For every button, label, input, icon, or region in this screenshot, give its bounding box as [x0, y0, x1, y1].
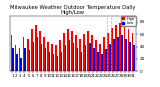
Title: Milwaukee Weather Outdoor Temperature Daily High/Low: Milwaukee Weather Outdoor Temperature Da… [10, 5, 136, 15]
Bar [128, 29, 129, 71]
Bar [105, 49, 107, 71]
Bar [89, 43, 91, 71]
Bar [31, 29, 32, 71]
Bar [97, 52, 99, 71]
Bar [11, 35, 12, 71]
Bar [43, 37, 45, 71]
Bar [23, 37, 24, 71]
Bar [99, 44, 101, 71]
Bar [71, 31, 73, 71]
Bar [69, 40, 70, 71]
Bar [124, 27, 125, 71]
Bar [47, 42, 49, 71]
Bar [35, 25, 37, 71]
Bar [109, 44, 111, 71]
Bar [27, 39, 28, 71]
Bar [32, 42, 34, 71]
Bar [121, 35, 123, 71]
Bar [75, 35, 77, 71]
Bar [77, 48, 78, 71]
Bar [24, 48, 26, 71]
Bar [39, 31, 41, 71]
Bar [73, 43, 74, 71]
Bar [65, 45, 66, 71]
Bar [41, 44, 42, 71]
Bar [45, 48, 46, 71]
Bar [51, 44, 53, 71]
Bar [113, 39, 115, 71]
Bar [53, 54, 54, 71]
Bar [116, 25, 117, 71]
Bar [93, 48, 95, 71]
Bar [19, 48, 20, 71]
Bar [12, 48, 14, 71]
Bar [132, 33, 133, 71]
Bar [87, 31, 89, 71]
Bar [16, 54, 18, 71]
Bar [59, 40, 61, 71]
Bar [133, 45, 135, 71]
Bar [91, 35, 93, 71]
Bar [15, 45, 16, 71]
Bar [67, 29, 69, 71]
Bar [107, 33, 109, 71]
Bar [117, 37, 119, 71]
Bar [125, 39, 127, 71]
Bar [83, 34, 85, 71]
Bar [103, 37, 105, 71]
Bar [101, 54, 103, 71]
Bar [85, 45, 87, 71]
Legend: High, Low: High, Low [121, 16, 136, 26]
Bar [81, 52, 82, 71]
Bar [129, 42, 131, 71]
Bar [49, 52, 50, 71]
Bar [57, 56, 58, 71]
Bar [63, 33, 65, 71]
Bar [61, 52, 62, 71]
Bar [20, 58, 22, 71]
Bar [28, 50, 30, 71]
Bar [95, 40, 97, 71]
Bar [37, 37, 38, 71]
Bar [55, 45, 57, 71]
Bar [79, 39, 81, 71]
Bar [112, 28, 113, 71]
Bar [120, 23, 121, 71]
